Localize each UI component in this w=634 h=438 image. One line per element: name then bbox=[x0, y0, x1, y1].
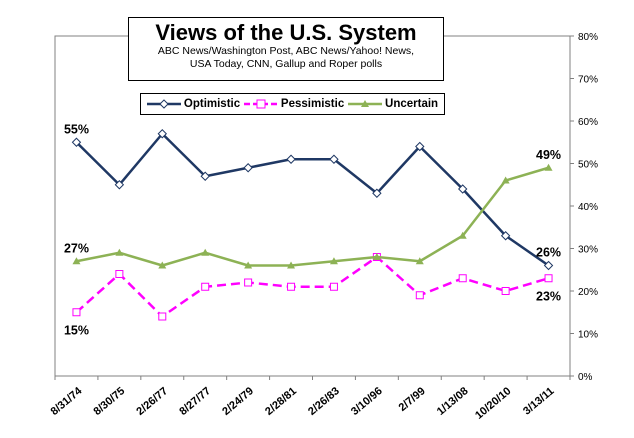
chart-subtitle-line-2: USA Today, CNN, Gallup and Roper polls bbox=[189, 58, 383, 70]
data-label: 27% bbox=[64, 241, 89, 255]
point-optimistic bbox=[243, 163, 253, 173]
point-pessimistic bbox=[415, 291, 424, 300]
x-tick-label: 2/26/77 bbox=[134, 385, 170, 418]
point-optimistic bbox=[71, 137, 82, 147]
y-tick-label: 30% bbox=[578, 245, 598, 256]
series-line-optimistic bbox=[75, 132, 550, 267]
y-tick-label: 50% bbox=[578, 160, 598, 171]
point-pessimistic bbox=[501, 287, 510, 295]
x-tick-label: 2/28/81 bbox=[263, 385, 299, 418]
legend: Optimistic Pessimistic Uncertain bbox=[140, 93, 445, 115]
point-pessimistic bbox=[458, 274, 467, 283]
chart-title: Views of the U.S. System bbox=[155, 20, 417, 45]
x-tick-label: 10/20/10 bbox=[473, 385, 514, 422]
legend-swatch-pessimistic bbox=[243, 99, 278, 109]
point-pessimistic bbox=[158, 312, 167, 321]
x-tick-label: 8/27/77 bbox=[177, 385, 213, 418]
point-optimistic bbox=[543, 260, 554, 271]
point-uncertain bbox=[329, 257, 338, 265]
legend-label-uncertain: Uncertain bbox=[385, 98, 439, 110]
legend-label-pessimistic: Pessimistic bbox=[280, 98, 345, 110]
data-label: 26% bbox=[536, 246, 561, 260]
point-uncertain bbox=[458, 231, 467, 239]
point-optimistic bbox=[114, 180, 125, 190]
point-uncertain bbox=[201, 248, 210, 256]
point-pessimistic bbox=[329, 282, 338, 291]
point-pessimistic bbox=[115, 270, 124, 278]
point-uncertain bbox=[501, 176, 510, 184]
point-uncertain bbox=[287, 261, 296, 269]
y-tick-label: 0% bbox=[578, 372, 593, 383]
point-optimistic bbox=[372, 188, 382, 198]
y-tick-label: 10% bbox=[578, 330, 598, 341]
point-optimistic bbox=[200, 171, 210, 181]
y-tick-label: 80% bbox=[578, 32, 598, 43]
x-tick-label: 3/13/11 bbox=[521, 385, 556, 417]
legend-swatch-optimistic bbox=[146, 99, 181, 109]
y-tick-label: 70% bbox=[578, 75, 598, 86]
x-tick-label: 1/13/08 bbox=[435, 385, 471, 418]
y-tick-label: 60% bbox=[578, 117, 598, 128]
point-uncertain bbox=[544, 163, 553, 171]
legend-item-pessimistic: Pessimistic bbox=[243, 98, 345, 110]
x-tick-label: 3/10/96 bbox=[349, 385, 385, 418]
point-pessimistic bbox=[244, 278, 253, 287]
point-uncertain bbox=[415, 257, 424, 265]
point-pessimistic bbox=[201, 282, 210, 291]
point-optimistic bbox=[286, 154, 296, 164]
series-line-pessimistic bbox=[75, 255, 549, 318]
data-label: 55% bbox=[64, 122, 89, 136]
point-optimistic bbox=[329, 154, 339, 164]
point-optimistic bbox=[415, 141, 425, 152]
data-label: 23% bbox=[536, 289, 561, 303]
point-uncertain bbox=[244, 261, 253, 269]
legend-item-optimistic: Optimistic bbox=[146, 98, 241, 110]
title-box: Views of the U.S. System ABC News/Washin… bbox=[128, 17, 444, 81]
plot-area bbox=[54, 35, 571, 377]
x-tick-label: 8/30/75 bbox=[91, 385, 127, 418]
series-line-uncertain bbox=[76, 166, 549, 267]
y-tick-label: 20% bbox=[578, 287, 598, 298]
data-label: 49% bbox=[536, 148, 561, 162]
point-pessimistic bbox=[72, 308, 81, 317]
y-tick-label: 40% bbox=[578, 202, 598, 213]
point-uncertain bbox=[115, 248, 124, 256]
x-tick-label: 2/24/79 bbox=[220, 385, 256, 418]
legend-item-uncertain: Uncertain bbox=[348, 98, 438, 110]
x-tick-label: 2/26/83 bbox=[306, 385, 342, 418]
point-pessimistic bbox=[544, 274, 553, 283]
legend-label-optimistic: Optimistic bbox=[183, 98, 241, 110]
x-tick-label: 2/7/99 bbox=[397, 385, 428, 414]
point-optimistic bbox=[458, 184, 468, 194]
point-optimistic bbox=[500, 231, 511, 241]
data-label: 15% bbox=[64, 323, 89, 337]
point-uncertain bbox=[72, 257, 81, 265]
chart-subtitle-line-1: ABC News/Washington Post, ABC News/Yahoo… bbox=[157, 45, 415, 57]
legend-swatch-uncertain bbox=[348, 100, 383, 107]
x-tick-label: 8/31/74 bbox=[49, 385, 86, 418]
point-uncertain bbox=[372, 253, 381, 260]
point-optimistic bbox=[157, 129, 167, 139]
point-pessimistic bbox=[287, 282, 296, 291]
point-uncertain bbox=[158, 261, 167, 269]
